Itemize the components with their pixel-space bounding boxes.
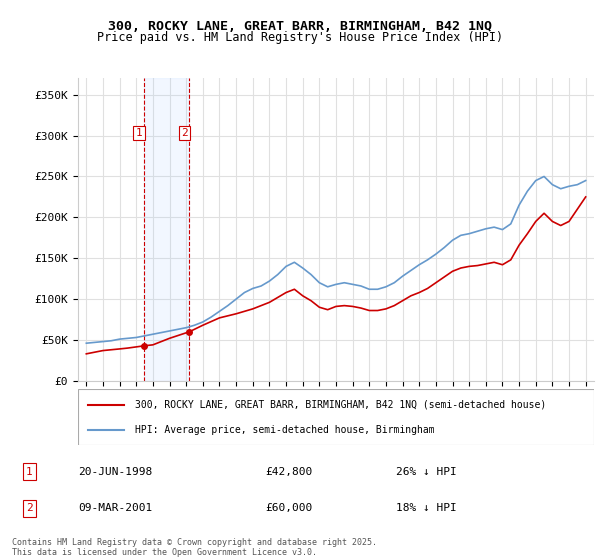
Text: Contains HM Land Registry data © Crown copyright and database right 2025.
This d: Contains HM Land Registry data © Crown c… xyxy=(12,538,377,557)
Text: 20-JUN-1998: 20-JUN-1998 xyxy=(79,467,153,477)
Text: 18% ↓ HPI: 18% ↓ HPI xyxy=(397,503,457,513)
Text: 2: 2 xyxy=(181,128,188,138)
Bar xyxy=(144,78,190,381)
Text: 09-MAR-2001: 09-MAR-2001 xyxy=(79,503,153,513)
Text: 26% ↓ HPI: 26% ↓ HPI xyxy=(397,467,457,477)
Text: £60,000: £60,000 xyxy=(265,503,312,513)
Text: Price paid vs. HM Land Registry's House Price Index (HPI): Price paid vs. HM Land Registry's House … xyxy=(97,31,503,44)
Text: £42,800: £42,800 xyxy=(265,467,312,477)
FancyBboxPatch shape xyxy=(78,389,594,445)
Text: 1: 1 xyxy=(136,128,142,138)
Text: HPI: Average price, semi-detached house, Birmingham: HPI: Average price, semi-detached house,… xyxy=(135,424,434,435)
Text: 300, ROCKY LANE, GREAT BARR, BIRMINGHAM, B42 1NQ: 300, ROCKY LANE, GREAT BARR, BIRMINGHAM,… xyxy=(108,20,492,32)
Text: 300, ROCKY LANE, GREAT BARR, BIRMINGHAM, B42 1NQ (semi-detached house): 300, ROCKY LANE, GREAT BARR, BIRMINGHAM,… xyxy=(135,400,546,410)
Text: 1: 1 xyxy=(26,467,32,477)
Text: 2: 2 xyxy=(26,503,32,513)
